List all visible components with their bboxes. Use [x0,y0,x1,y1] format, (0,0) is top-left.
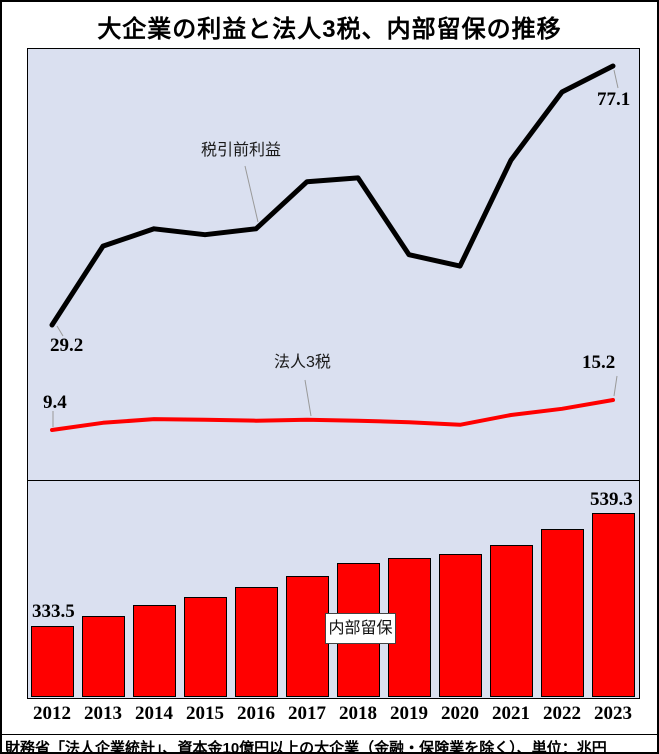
series-line-pretax-profit [49,63,616,328]
bar-2015 [183,597,227,697]
bar-2013 [81,615,125,697]
bar-chart-panel: 333.5 539.3 内部留保 [27,481,640,699]
series-label-pretax-profit: 税引前利益 [201,142,282,159]
reserves-end-value: 539.3 [590,489,633,510]
year-label-2012: 2012 [33,703,71,724]
tax-end-value: 15.2 [582,352,616,373]
source-note: 財務省「法人企業統計」、資本金10億円以上の大企業（金融・保険業を除く）、単位：… [2,734,657,752]
year-label-2020: 2020 [441,703,479,724]
year-label-2017: 2017 [288,703,326,724]
line-chart-panel: 税引前利益 29.2 77.1 9.4 法人3税 15.2 [27,48,640,481]
year-label-2014: 2014 [135,703,173,724]
profit-end-value: 77.1 [597,89,631,110]
year-label-2016: 2016 [237,703,275,724]
bar-2017 [285,576,329,697]
year-label-2013: 2013 [84,703,122,724]
profit-start-value: 29.2 [50,335,84,356]
bar-2012 [30,626,74,697]
year-label-2015: 2015 [186,703,224,724]
year-label-2021: 2021 [492,703,530,724]
year-label-2019: 2019 [390,703,428,724]
year-label-2023: 2023 [594,703,632,724]
bar-2022 [540,529,584,697]
bar-series-label: 内部留保 [325,613,396,644]
leader-line-profit-end [613,69,619,89]
year-label-2018: 2018 [339,703,377,724]
leader-line-tax-label [304,379,312,417]
year-label-2022: 2022 [543,703,581,724]
bar-2016 [234,587,278,697]
leader-line-pretax-label [244,165,259,223]
chart-title: 大企業の利益と法人3税、内部留保の推移 [97,16,562,43]
series-label-corporate-taxes: 法人3税 [274,354,331,371]
bar-2020 [438,554,482,697]
series-line-corporate-taxes [50,398,615,432]
bars-container [28,481,639,697]
bar-2014 [132,604,176,697]
reserves-start-value: 333.5 [32,601,75,622]
tax-start-value: 9.4 [43,392,67,413]
line-chart-canvas [49,63,619,432]
leader-line-profit-start [56,325,64,337]
leader-line-tax-end [613,375,618,397]
x-axis-years: 2012 2013 2014 2015 2016 2017 2018 2019 2020 2021… [2,703,657,727]
bar-2021 [489,544,533,697]
bar-2023 [591,513,635,697]
